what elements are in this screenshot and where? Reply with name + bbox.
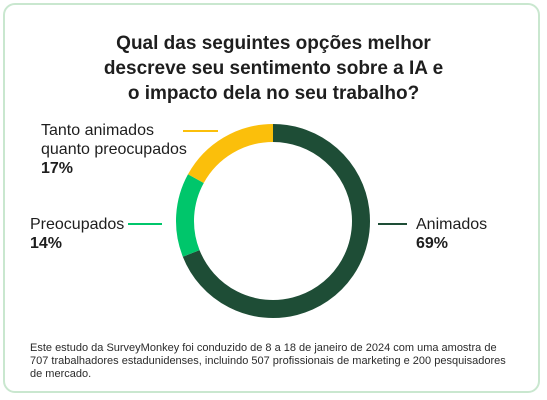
label-ambos-line-1: Tanto animados [41,122,154,139]
footnote-line-3: de mercado. [30,368,92,380]
label-ambos: Tanto animados quanto preocupados 17% [41,121,187,178]
label-preocupados-name: Preocupados [30,216,125,233]
label-animados-name: Animados [416,216,488,233]
footnote-line-2: 707 trabalhadores estadunidenses, inclui… [30,355,506,367]
title-line-1: Qual das seguintes opções melhor [116,33,431,54]
title-line-2: descreve seu sentimento sobre a IA e [103,58,444,79]
label-ambos-value: 17% [41,160,74,177]
chart-card [3,3,540,393]
footnote-line-1: Este estudo da SurveyMonkey foi conduzid… [30,342,497,354]
label-preocupados: Preocupados 14% [30,215,124,253]
footnote: Este estudo da SurveyMonkey foi conduzid… [30,342,520,381]
title-line-3: o impacto dela no seu trabalho? [127,83,420,104]
label-animados: Animados 69% [416,215,487,253]
label-ambos-line-2: quanto preocupados [41,141,187,158]
label-animados-value: 69% [416,235,449,252]
slice-animados [182,124,370,318]
slice-ambos [188,124,274,184]
slice-preocupados [176,174,204,257]
chart-title: Qual das seguintes opções melhor descrev… [0,31,547,106]
label-preocupados-value: 14% [30,235,63,252]
